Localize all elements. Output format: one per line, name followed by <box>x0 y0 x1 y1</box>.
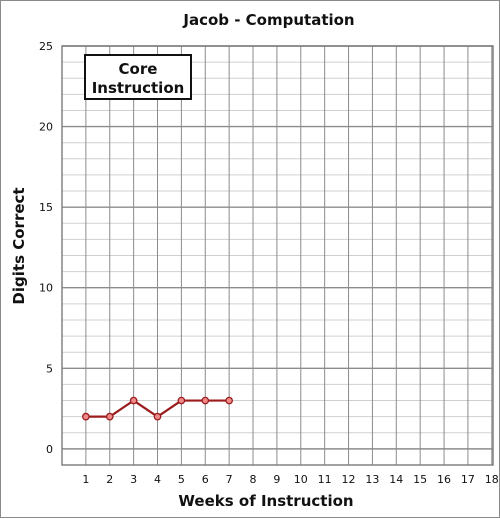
y-tick-label: 0 <box>46 443 53 456</box>
data-point <box>153 412 162 421</box>
series <box>82 396 233 421</box>
chart-title: Jacob - Computation <box>182 11 354 29</box>
x-axis-title: Weeks of Instruction <box>178 492 353 510</box>
data-point <box>201 396 210 405</box>
grid <box>61 45 494 466</box>
data-point <box>225 396 233 405</box>
x-tick-label: 11 <box>318 473 332 486</box>
y-axis-title: Digits Correct <box>10 187 28 304</box>
y-tick-label: 20 <box>39 121 53 134</box>
data-point <box>129 396 138 405</box>
annotation-line-2: Instruction <box>92 79 185 97</box>
x-tick-label: 8 <box>250 473 257 486</box>
x-tick-label: 2 <box>106 473 113 486</box>
data-point <box>105 412 114 421</box>
x-tick-label: 6 <box>202 473 209 486</box>
x-tick-label: 17 <box>461 473 475 486</box>
data-point <box>177 396 186 405</box>
plot-border <box>61 45 494 466</box>
x-tick-label: 13 <box>365 473 379 486</box>
data-point <box>82 412 90 421</box>
x-tick-label: 18 <box>485 473 499 486</box>
x-tick-label: 1 <box>82 473 89 486</box>
x-tick-label: 3 <box>130 473 137 486</box>
x-tick-label: 4 <box>154 473 161 486</box>
x-tick-label: 12 <box>342 473 356 486</box>
x-tick-labels: 1 2 3 4 5 6 7 8 9 10 11 12 13 14 15 16 17 18 <box>82 473 498 486</box>
x-tick-label: 16 <box>437 473 451 486</box>
annotation-box: Core Instruction <box>84 54 192 100</box>
x-tick-label: 9 <box>273 473 280 486</box>
x-tick-label: 14 <box>389 473 403 486</box>
x-tick-label: 10 <box>294 473 308 486</box>
y-tick-label: 25 <box>39 40 53 53</box>
x-tick-label: 7 <box>226 473 233 486</box>
x-tick-label: 5 <box>178 473 185 486</box>
y-tick-label: 10 <box>39 282 53 295</box>
y-tick-label: 15 <box>39 201 53 214</box>
annotation-line-1: Core <box>119 60 158 78</box>
y-tick-label: 5 <box>46 362 53 375</box>
x-tick-label: 15 <box>413 473 427 486</box>
y-tick-labels: 0 5 10 15 20 25 <box>39 40 53 456</box>
annotation-frame <box>84 54 192 100</box>
